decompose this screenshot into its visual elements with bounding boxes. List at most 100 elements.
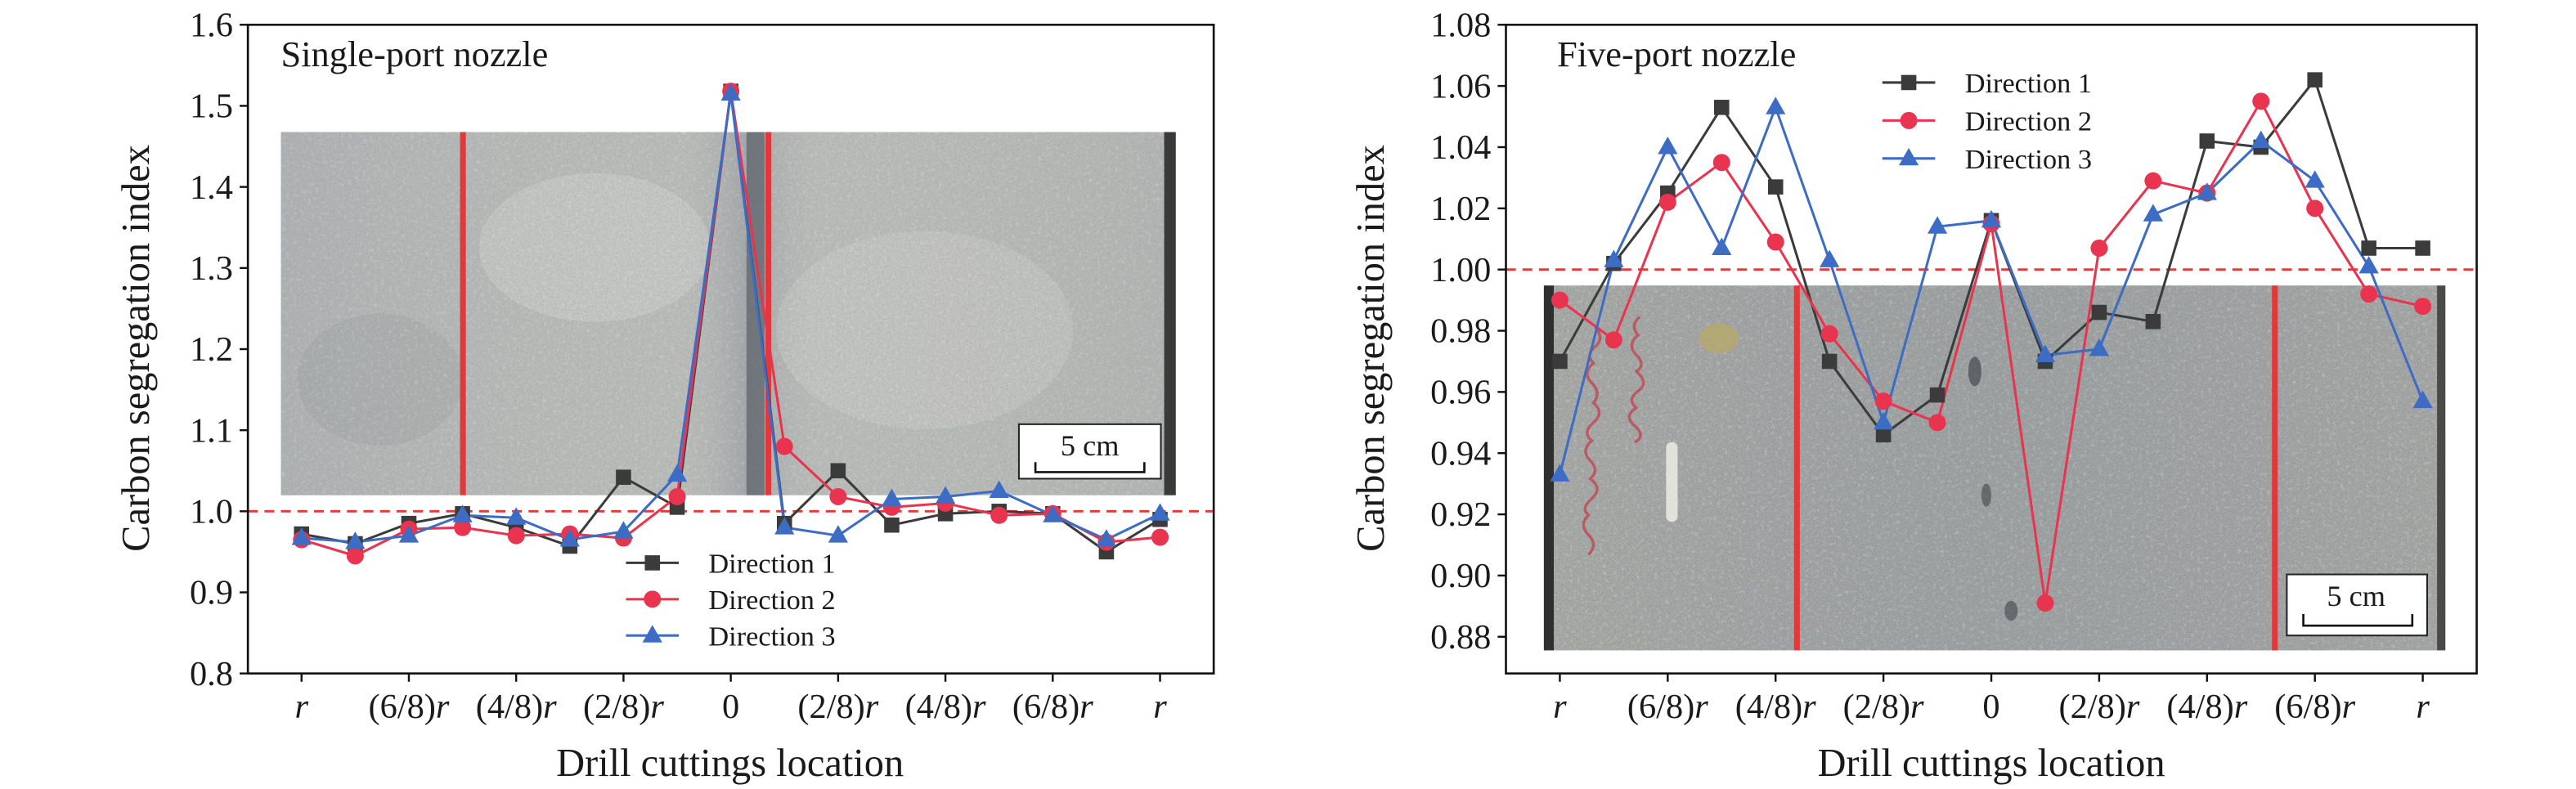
data-point-direction-1 — [2145, 314, 2161, 329]
y-tick-label: 0.8 — [190, 655, 233, 693]
panel-label: Five-port nozzle — [1557, 34, 1796, 74]
data-point-direction-3 — [1981, 209, 2002, 228]
y-tick-label: 1.5 — [190, 87, 233, 126]
data-point-direction-3 — [2304, 170, 2325, 188]
x-tick-label: r — [295, 688, 309, 726]
data-point-direction-3 — [291, 527, 312, 545]
cut-line — [2272, 285, 2278, 651]
legend-label: Direction 1 — [1965, 68, 2092, 99]
data-point-direction-3 — [828, 525, 848, 543]
y-tick-label: 0.96 — [1430, 374, 1491, 412]
legend-marker-direction-3 — [1898, 147, 1919, 166]
specimen-photo — [280, 132, 1176, 495]
legend-label: Direction 2 — [708, 585, 835, 616]
plot-area: 0.8 0.9 1.0 1.1 1.2 1.3 1.4 1.5 1.6 r (6/8)r (4/8)r… — [190, 6, 1215, 726]
cut-line — [1793, 285, 1800, 651]
x-tick-label: (4/8)r — [1735, 688, 1816, 726]
scale-bar: 5 cm — [1017, 423, 1162, 480]
data-point-direction-1 — [884, 517, 900, 533]
y-tick-label: 1.1 — [190, 411, 233, 450]
data-point-direction-2 — [1820, 325, 1838, 343]
panel-label: Single-port nozzle — [281, 34, 549, 74]
data-point-direction-3 — [2412, 390, 2433, 409]
data-point-direction-1 — [1929, 387, 1945, 403]
photo-left-edge — [1543, 285, 1555, 651]
x-tick-label: r — [1153, 688, 1167, 726]
data-point-direction-2 — [2252, 92, 2270, 110]
data-point-direction-2 — [775, 437, 793, 455]
data-point-direction-3 — [398, 525, 420, 543]
legend-entry-direction-2: Direction 2 — [626, 585, 836, 616]
legend-entry-direction-3: Direction 3 — [626, 621, 836, 652]
legend-marker-direction-2 — [1900, 111, 1918, 129]
data-point-direction-1 — [1875, 427, 1892, 443]
legend-label: Direction 1 — [708, 549, 835, 580]
x-tick-label: 0 — [722, 688, 739, 726]
y-axis-title: Carbon segregation index — [114, 145, 158, 552]
photo-white-streak — [1666, 442, 1678, 522]
scale-bar-label: 5 cm — [2327, 580, 2385, 612]
legend-marker-direction-2 — [644, 590, 662, 608]
data-point-direction-3 — [506, 507, 527, 525]
scale-bar: 5 cm — [2286, 573, 2429, 637]
cut-line — [460, 132, 466, 495]
x-tick-label: (4/8)r — [905, 688, 986, 726]
photo-yellow-spot — [1699, 323, 1739, 354]
data-point-direction-3 — [2143, 204, 2163, 222]
data-point-direction-2 — [2414, 298, 2432, 316]
photo-handwriting-marks — [1627, 316, 1645, 444]
legend: Direction 1 Direction 2 Direction 3 — [626, 549, 836, 652]
x-tick-label: r — [1553, 688, 1567, 726]
y-tick-label: 1.02 — [1430, 190, 1491, 228]
data-point-direction-2 — [1712, 154, 1730, 172]
data-point-direction-3 — [2089, 338, 2110, 356]
data-point-direction-3 — [2358, 256, 2379, 274]
x-tick-label: 0 — [1982, 688, 1999, 726]
data-point-direction-3 — [935, 486, 956, 504]
photo-handwriting-marks — [1582, 325, 1602, 556]
x-tick-label: (6/8)r — [369, 688, 450, 726]
series-markers-direction-2 — [1551, 92, 2432, 612]
x-axis-title: Drill cuttings location — [1817, 742, 2165, 785]
data-point-direction-2 — [454, 518, 472, 536]
data-point-direction-2 — [2036, 594, 2054, 612]
data-point-direction-2 — [1604, 331, 1622, 349]
photo-center-seam — [746, 132, 765, 495]
x-tick-label: (2/8)r — [583, 688, 664, 726]
data-point-direction-1 — [2091, 304, 2107, 321]
data-point-direction-3 — [559, 529, 580, 547]
x-tick-label: (6/8)r — [1627, 688, 1708, 726]
data-point-direction-2 — [668, 487, 686, 505]
y-tick-label: 1.6 — [190, 6, 233, 44]
data-point-direction-3 — [1766, 96, 1786, 114]
data-point-direction-1 — [1552, 353, 1568, 370]
scale-bar-label: 5 cm — [1061, 429, 1120, 462]
data-point-direction-3 — [1658, 137, 1678, 155]
legend-marker-direction-3 — [642, 625, 662, 643]
data-point-direction-2 — [1928, 414, 1946, 432]
scale-bar-box — [1017, 423, 1162, 480]
x-tick-label: r — [2416, 688, 2430, 726]
data-point-direction-2 — [2090, 239, 2108, 257]
y-tick-label: 0.9 — [190, 574, 233, 612]
data-point-direction-3 — [2197, 182, 2217, 200]
data-point-direction-2 — [1551, 291, 1568, 309]
data-point-direction-1 — [2361, 240, 2376, 256]
legend-marker-direction-1 — [644, 555, 661, 571]
data-point-direction-1 — [1821, 353, 1838, 370]
data-point-direction-2 — [990, 506, 1008, 524]
photo-right-edge — [1164, 132, 1176, 495]
data-point-direction-3 — [2035, 344, 2056, 362]
plot-area: 0.88 0.90 0.92 0.94 0.96 0.98 1.00 1.02 1.04 1.06… — [1430, 6, 2478, 726]
y-tick-label: 0.94 — [1430, 434, 1491, 473]
y-tick-label: 0.88 — [1430, 618, 1491, 657]
data-point-direction-2 — [346, 547, 364, 565]
data-point-direction-3 — [1604, 249, 1624, 267]
legend-entry-direction-1: Direction 1 — [1882, 68, 2092, 99]
photo-dark-spot — [1968, 356, 1981, 387]
data-point-direction-1 — [616, 469, 631, 485]
data-point-direction-2 — [1151, 528, 1169, 546]
legend-label: Direction 3 — [708, 621, 835, 652]
data-point-direction-1 — [830, 463, 846, 479]
